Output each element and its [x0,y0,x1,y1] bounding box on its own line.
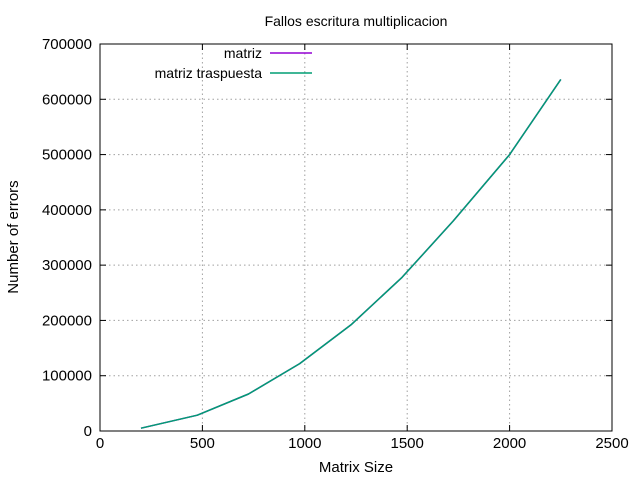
y-tick-label: 700000 [42,36,92,53]
y-tick-label: 500000 [42,147,92,164]
legend-label: matriz traspuesta [155,65,263,81]
x-tick-label: 500 [190,435,215,452]
legend: matriz matriz traspuesta [155,45,312,81]
axis-ticks: 0 500 1000 1500 2000 2500 0 100000 200000 300000 4… [42,36,629,452]
y-tick-label: 0 [84,423,92,440]
x-axis-label: Matrix Size [319,459,393,476]
x-tick-label: 2000 [493,435,526,452]
y-tick-label: 400000 [42,202,92,219]
y-tick-label: 100000 [42,368,92,385]
series-line-matriz-traspuesta [140,78,562,429]
x-tick-label: 1000 [288,435,321,452]
y-tick-label: 200000 [42,312,92,329]
x-tick-label: 2500 [595,435,628,452]
chart-title: Fallos escritura multiplicacion [265,13,448,29]
series-lines [140,78,562,429]
y-tick-label: 600000 [42,91,92,108]
grid-lines [100,44,612,431]
x-tick-label: 0 [96,435,104,452]
y-tick-label: 300000 [42,257,92,274]
y-axis-label: Number of errors [5,180,22,293]
x-tick-label: 1500 [391,435,424,452]
legend-label: matriz [224,45,262,61]
plot-frame [99,43,613,432]
